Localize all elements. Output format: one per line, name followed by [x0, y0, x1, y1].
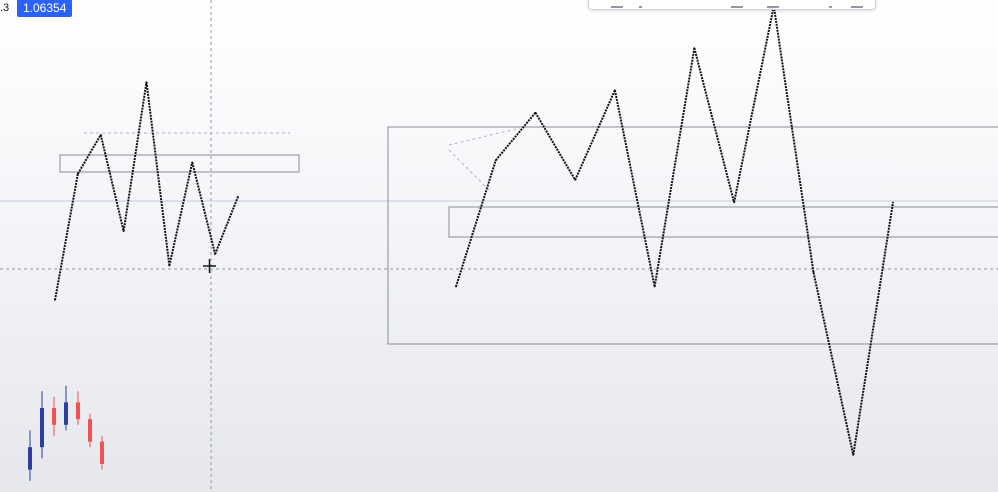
candle-body — [28, 447, 32, 470]
wave-right-point[interactable] — [455, 285, 457, 288]
wave-left-segment[interactable] — [54, 173, 79, 301]
wave-left-segment[interactable] — [145, 81, 171, 266]
lock-icon[interactable] — [731, 3, 743, 8]
wave-right-point[interactable] — [614, 89, 616, 91]
candles-group — [28, 385, 104, 481]
wave-right-point[interactable] — [494, 159, 497, 162]
wave-right-point[interactable] — [693, 47, 696, 49]
wave-left-segment[interactable] — [214, 196, 239, 255]
wave-left-point[interactable] — [191, 161, 194, 164]
wave-left-point[interactable] — [99, 133, 102, 136]
wave-right-point[interactable] — [574, 179, 576, 181]
wave-right-point[interactable] — [534, 111, 537, 114]
wave-right-segment[interactable] — [812, 272, 855, 456]
wave-right-segment[interactable] — [653, 47, 696, 287]
wave-left-point[interactable] — [54, 299, 56, 301]
wave-right-segment[interactable] — [613, 89, 656, 287]
wave-right-segment[interactable] — [494, 111, 537, 161]
more-icon[interactable] — [767, 3, 779, 8]
wave-left-segment[interactable] — [77, 134, 102, 175]
wave-left-group[interactable] — [54, 81, 239, 301]
wave-right-segment[interactable] — [574, 89, 616, 181]
drawing-tool-icon[interactable] — [611, 3, 623, 8]
wave-left-point[interactable] — [77, 172, 79, 175]
wave-left-segment[interactable] — [122, 81, 148, 232]
zone-box-right-outer[interactable] — [387, 126, 998, 345]
candle-body — [40, 408, 44, 448]
wave-left-point[interactable] — [145, 81, 148, 83]
guide-dashed-right-1 — [448, 127, 521, 146]
wave-right-group[interactable] — [455, 5, 894, 456]
wave-right-segment[interactable] — [455, 160, 497, 287]
wave-left-point[interactable] — [168, 264, 171, 267]
guide-dashed-right-2 — [448, 149, 492, 193]
dropdown-icon[interactable] — [829, 3, 832, 8]
wave-left-segment[interactable] — [99, 134, 125, 232]
wave-left-segment[interactable] — [168, 162, 194, 266]
wave-right-point[interactable] — [892, 201, 894, 204]
wave-right-segment[interactable] — [852, 202, 894, 456]
candle-body — [88, 419, 92, 442]
grid-icon[interactable] — [851, 3, 863, 8]
candle-body — [100, 441, 104, 464]
wave-right-segment[interactable] — [693, 47, 736, 203]
wave-right-point[interactable] — [733, 201, 735, 204]
wave-right-segment[interactable] — [534, 112, 577, 181]
price-scale-fragment: .3 — [0, 2, 10, 14]
cursor-cross-icon — [203, 259, 216, 273]
wave-right-segment[interactable] — [772, 5, 815, 273]
wave-right-point[interactable] — [812, 271, 815, 274]
wave-right-point[interactable] — [852, 454, 855, 456]
settings-icon[interactable] — [639, 3, 642, 8]
wave-left-point[interactable] — [122, 230, 125, 232]
wave-left-point[interactable] — [237, 195, 239, 198]
wave-right-point[interactable] — [653, 285, 656, 288]
wave-left-segment[interactable] — [191, 162, 217, 255]
wave-right-segment[interactable] — [733, 5, 775, 203]
zone-box-right-inner[interactable] — [448, 206, 998, 238]
candle-body — [52, 408, 56, 425]
wave-left-point[interactable] — [214, 253, 216, 255]
candle-body — [76, 402, 80, 420]
candle-body — [64, 402, 68, 425]
floating-drawing-toolbar[interactable] — [588, 0, 876, 10]
zone-box-left[interactable] — [59, 154, 300, 173]
current-price-badge: 1.06354 — [17, 0, 73, 17]
